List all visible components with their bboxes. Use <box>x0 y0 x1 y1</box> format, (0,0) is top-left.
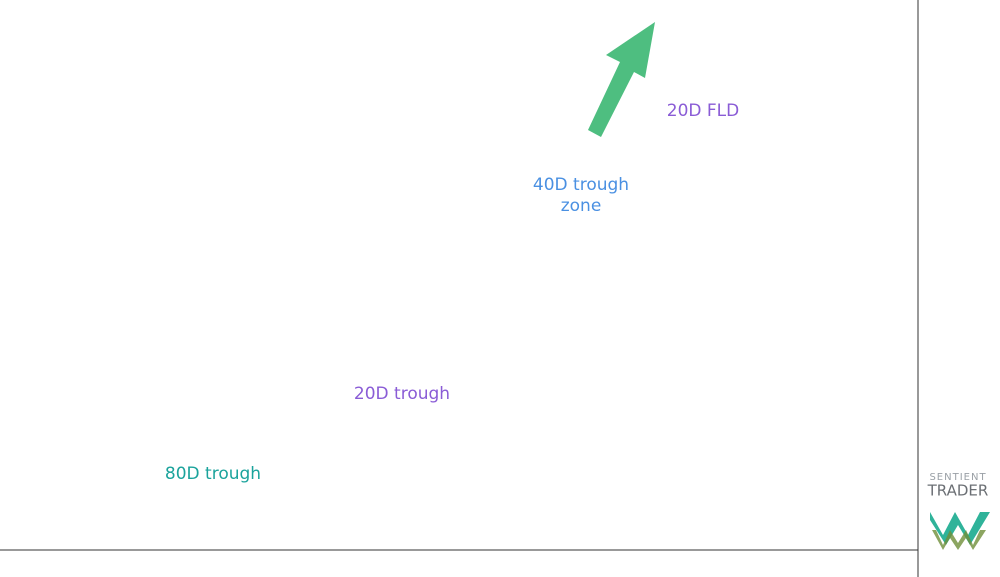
logo: SENTIENT TRADER <box>927 472 990 550</box>
zone-label: zone <box>561 196 602 216</box>
annotation: 80D trough <box>165 464 261 484</box>
annotation: 20D trough <box>354 384 450 404</box>
logo-text: SENTIENT <box>929 472 986 483</box>
zone-label: 40D trough <box>533 175 629 195</box>
logo-mark <box>932 530 986 550</box>
annotation: 20D FLD <box>667 101 739 121</box>
logo-mark <box>930 512 990 545</box>
projection-arrow <box>588 22 655 137</box>
logo-text: TRADER <box>927 482 989 500</box>
